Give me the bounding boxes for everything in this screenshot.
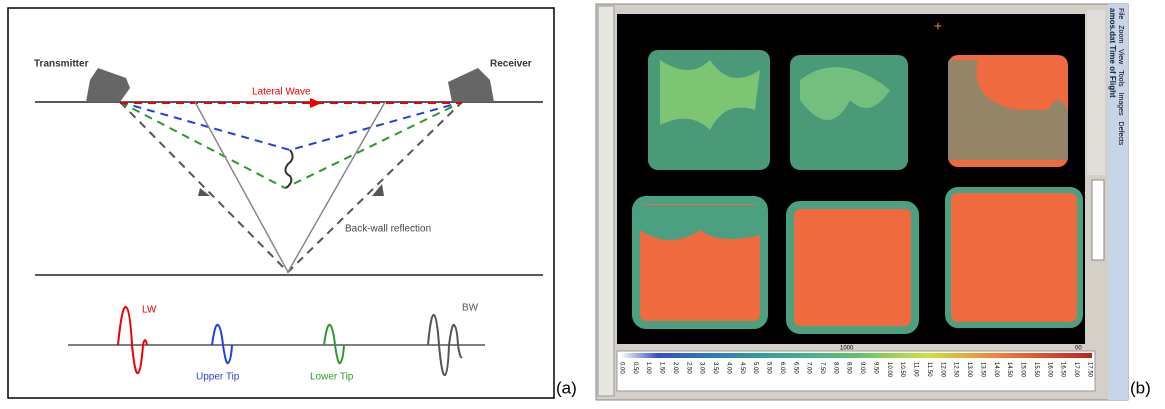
colorbar-label: 5.50 xyxy=(766,362,772,374)
panel-b: + amos.dat Time of Flight File Zoom View To… xyxy=(596,4,1128,400)
colorbar-label: 1.00 xyxy=(645,362,651,374)
colorbar-label: 6.50 xyxy=(792,362,798,374)
menu-item: Images xyxy=(1117,93,1124,116)
label: BW xyxy=(462,303,479,314)
colorbar-label: 1.50 xyxy=(659,362,665,374)
colorbar-label: 3.50 xyxy=(712,362,718,374)
scrollbar xyxy=(598,6,614,396)
colorbar-label: 13.50 xyxy=(979,362,985,378)
colorbar-label: 0.00 xyxy=(618,362,624,374)
panel-a: Transmitter Receiver Lateral Wave Back-w… xyxy=(8,8,554,398)
colorbar-label: 7.50 xyxy=(819,362,825,374)
colorbar-label: 15.50 xyxy=(1033,362,1039,378)
panel-frame xyxy=(8,8,554,398)
colorbar-label: 15.00 xyxy=(1020,362,1026,378)
colorbar-label: 14.00 xyxy=(993,362,999,378)
label: Upper Tip xyxy=(196,372,240,383)
colorbar-label: 5.00 xyxy=(752,362,758,374)
colorbar xyxy=(620,353,1092,358)
colorbar-label: 10.00 xyxy=(886,362,892,378)
colorbar-label: 13.00 xyxy=(966,362,972,378)
label: Receiver xyxy=(490,59,532,70)
menu-item: Tools xyxy=(1117,70,1124,87)
menu-item: Zoom xyxy=(1117,25,1124,43)
label: Back-wall reflection xyxy=(345,224,431,235)
panel-label: (b) xyxy=(1130,378,1151,397)
colorbar-label: 12.00 xyxy=(939,362,945,378)
panel-label: (a) xyxy=(556,378,577,397)
menu: File Zoom View Tools Images Defects xyxy=(1117,8,1124,146)
colorbar-label: 8.50 xyxy=(846,362,852,374)
menu-item: View xyxy=(1117,49,1124,65)
colorbar-label: 9.50 xyxy=(872,362,878,374)
cursor: + xyxy=(934,18,942,34)
colorbar-label: 2.00 xyxy=(672,362,678,374)
colorbar-label: 7.00 xyxy=(806,362,812,374)
colorbar-label: 17.50 xyxy=(1086,362,1092,378)
label: LW xyxy=(142,305,157,316)
colorbar-label: 12.50 xyxy=(953,362,959,378)
window-title: amos.dat Time of Flight xyxy=(1108,8,1117,98)
colorbar-label: 10.50 xyxy=(899,362,905,378)
colorbar-label: 14.50 xyxy=(1006,362,1012,378)
colorbar-label: 4.00 xyxy=(725,362,731,374)
figure: Transmitter Receiver Lateral Wave Back-w… xyxy=(0,0,1165,404)
colorbar-label: 2.50 xyxy=(685,362,691,374)
colorbar-label: 8.00 xyxy=(832,362,838,374)
toolbar xyxy=(1087,10,1105,175)
colorbar-label: 11.50 xyxy=(926,362,932,377)
colorbar-label: 9.00 xyxy=(859,362,865,374)
label: Transmitter xyxy=(34,59,89,70)
menu-item: Defects xyxy=(1117,122,1124,146)
colorbar-label: 16.00 xyxy=(1046,362,1052,378)
colorbar-label: 6.00 xyxy=(779,362,785,374)
label: Lower Tip xyxy=(310,372,354,383)
label: Lateral Wave xyxy=(252,87,311,98)
slider xyxy=(1092,180,1104,260)
colorbar-label: 4.50 xyxy=(739,362,745,374)
page: Transmitter Receiver Lateral Wave Back-w… xyxy=(0,0,1165,404)
colorbar-label: 0.50 xyxy=(632,362,638,374)
specimen xyxy=(790,205,915,330)
colorbar-label: 3.00 xyxy=(699,362,705,374)
menu-item: File xyxy=(1117,8,1124,19)
colorbar-label: 16.50 xyxy=(1060,362,1066,378)
specimen xyxy=(948,190,1080,325)
colorbar-label: 17.00 xyxy=(1073,362,1079,378)
colorbar-label: 11.00 xyxy=(913,362,919,377)
